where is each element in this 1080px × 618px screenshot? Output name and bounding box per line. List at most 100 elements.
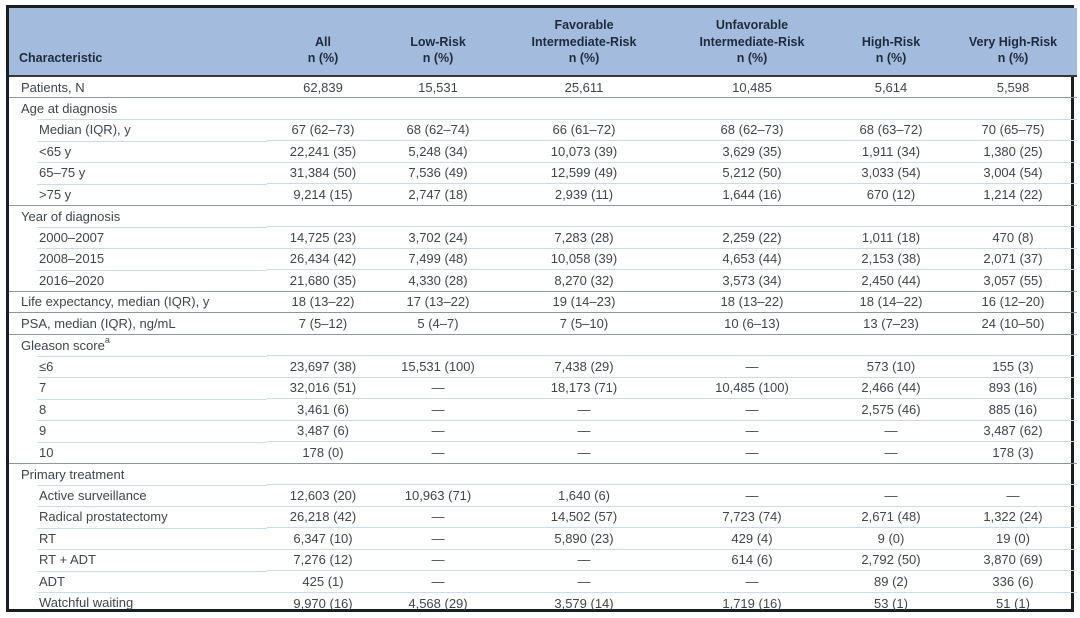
cell-value: 670 (12)	[833, 183, 949, 205]
cell-value: —	[671, 355, 833, 377]
row-label: Age at diagnosis	[9, 97, 267, 119]
cell-value: 17 (13–22)	[379, 290, 497, 313]
cell-value: 9,214 (15)	[267, 183, 379, 205]
cell-value: —	[833, 441, 949, 463]
cell-value: 3,629 (35)	[671, 140, 833, 162]
cell-value: 573 (10)	[833, 355, 949, 377]
cell-value: 66 (61–72)	[497, 118, 671, 141]
cell-value: 31,384 (50)	[267, 161, 379, 184]
cell-value: 1,644 (16)	[671, 183, 833, 205]
cell-value: 2,259 (22)	[671, 226, 833, 248]
cell-value: 1,911 (34)	[833, 140, 949, 162]
cell-value: 3,057 (55)	[949, 269, 1077, 291]
cell-value	[267, 97, 379, 119]
row-label: <65 y	[9, 140, 267, 162]
cell-value: 3,579 (14)	[497, 591, 671, 614]
table-row: 8 3,461 (6) — — —2,575 (46) 885 (16)	[9, 398, 1077, 420]
cell-value: 51 (1)	[949, 591, 1077, 614]
cell-value: 12,603 (20)	[267, 484, 379, 506]
table-row: RT 6,347 (10) —5,890 (23) 429 (4) 9 (0) 19 (0…	[9, 527, 1077, 549]
cell-value: 1,640 (6)	[497, 484, 671, 506]
cell-value: 10,963 (71)	[379, 484, 497, 506]
table-row: 65–75 y 31,384 (50) 7,536 (49) 12,599 (49) 5…	[9, 161, 1077, 184]
cell-value: 10,485 (100)	[671, 376, 833, 399]
column-header-favorable-intermediate-risk: Favorable Intermediate-Risk n (%)	[497, 8, 671, 77]
cell-value: 893 (16)	[949, 376, 1077, 399]
cell-value: 6,347 (10)	[267, 527, 379, 549]
cell-value: 89 (2)	[833, 570, 949, 592]
cell-value: 3,573 (34)	[671, 269, 833, 291]
row-label: Patients, N	[21, 79, 85, 95]
cell-value: —	[379, 505, 497, 528]
cell-value: 62,839	[303, 79, 343, 95]
cell-value: 15,531	[418, 79, 458, 95]
cell-value: 24 (10–50)	[949, 312, 1077, 334]
cell-value	[497, 462, 671, 485]
cell-value: —	[949, 484, 1077, 506]
cell-value: 614 (6)	[671, 548, 833, 571]
cell-value: 155 (3)	[949, 355, 1077, 377]
row-label: Life expectancy, median (IQR), y	[9, 290, 267, 313]
cell-value	[379, 333, 497, 356]
cell-value: 9,970 (16)	[267, 591, 379, 614]
cell-value: 53 (1)	[833, 591, 949, 614]
cell-value: —	[671, 441, 833, 463]
row-label: Median (IQR), y	[9, 119, 267, 141]
table-row: Active surveillance 12,603 (20) 10,963 (71…	[9, 484, 1077, 506]
cell-value: 19 (0)	[949, 527, 1077, 549]
cell-value: 67 (62–73)	[267, 118, 379, 141]
table-header: Characteristic All n (%) Low-Risk n (%) Favor…	[9, 8, 1077, 77]
table-row: Primary treatment	[9, 462, 1077, 485]
cell-value	[379, 97, 497, 119]
cell-value: 429 (4)	[671, 527, 833, 549]
cell-value: 178 (3)	[949, 441, 1077, 463]
cell-value: 22,241 (35)	[267, 140, 379, 162]
cell-value: 14,502 (57)	[497, 505, 671, 528]
cell-value: 2,792 (50)	[833, 548, 949, 571]
cell-value: 7,499 (48)	[379, 247, 497, 270]
cell-value: 4,330 (28)	[379, 269, 497, 291]
column-header-characteristic: Characteristic	[9, 8, 267, 77]
cell-value	[379, 462, 497, 485]
row-label: PSA, median (IQR), ng/mL	[9, 312, 267, 334]
row-label: RT	[9, 527, 267, 549]
cell-value	[833, 97, 949, 119]
cell-value: 68 (62–73)	[671, 118, 833, 141]
row-label: 2016–2020	[9, 269, 267, 291]
cell-value: 2,153 (38)	[833, 247, 949, 270]
row-label: ≤6	[9, 355, 267, 377]
cell-value: 178 (0)	[267, 441, 379, 463]
cell-value: 470 (8)	[949, 226, 1077, 248]
row-label: 9	[9, 420, 267, 442]
cell-value: 1,719 (16)	[671, 591, 833, 614]
cell-value	[497, 204, 671, 227]
cell-value: 21,680 (35)	[267, 269, 379, 291]
cell-value	[671, 97, 833, 119]
table-row: PSA, median (IQR), ng/mL 7 (5–12) 5 (4–7) 7…	[9, 312, 1077, 334]
cell-value: 2,671 (48)	[833, 505, 949, 528]
cell-value: 336 (6)	[949, 570, 1077, 592]
row-label: Watchful waiting	[9, 592, 267, 614]
table-row: 2008–2015 26,434 (42) 7,499 (48) 10,058 (39…	[9, 247, 1077, 270]
row-label: Primary treatment	[9, 462, 267, 485]
cell-value: 5,890 (23)	[497, 527, 671, 549]
cell-value: 10,073 (39)	[497, 140, 671, 162]
cell-value: —	[671, 570, 833, 592]
cell-value: 7 (5–12)	[267, 312, 379, 334]
cell-value: 12,599 (49)	[497, 161, 671, 184]
column-header-very-high-risk: Very High-Risk n (%)	[949, 8, 1077, 77]
cell-value: 2,747 (18)	[379, 183, 497, 205]
cell-value: —	[833, 484, 949, 506]
table-row: >75 y 9,214 (15) 2,747 (18) 2,939 (11) 1,644…	[9, 183, 1077, 205]
cell-value: 7,283 (28)	[497, 226, 671, 248]
cell-value: —	[379, 548, 497, 571]
table-row: 9 3,487 (6) — — — —3,487 (62)	[9, 419, 1077, 442]
table-row: 2016–2020 21,680 (35) 4,330 (28) 8,270 (32)…	[9, 269, 1077, 291]
table-row: <65 y 22,241 (35) 5,248 (34) 10,073 (39) 3,6…	[9, 140, 1077, 162]
table-row: Watchful waiting 9,970 (16) 4,568 (29) 3,57…	[9, 591, 1077, 614]
characteristics-table: Characteristic All n (%) Low-Risk n (%) Favor…	[9, 8, 1077, 614]
cell-value	[833, 333, 949, 356]
cell-value: —	[379, 398, 497, 420]
cell-value: —	[379, 419, 497, 442]
table-row: Year of diagnosis	[9, 204, 1077, 227]
